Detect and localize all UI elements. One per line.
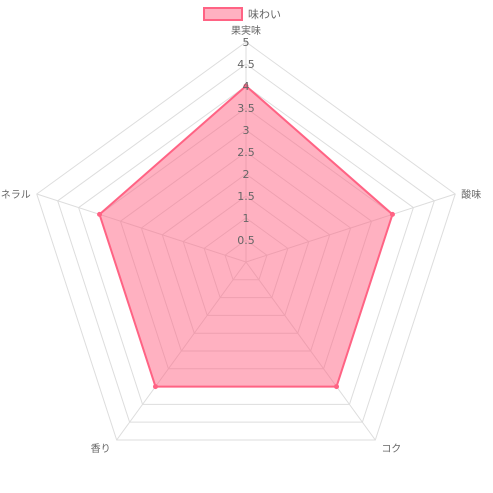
tick-label-7: 4 (243, 80, 250, 93)
data-point-4 (97, 211, 103, 217)
axis-label-2: コク (381, 443, 401, 455)
legend-swatch (203, 7, 243, 21)
series-area-0 (98, 85, 394, 388)
grid-ring-8 (57, 63, 435, 423)
tick-labels: 0.5 1 1.5 2 2.5 3 3.5 4 4.5 5 (237, 36, 255, 247)
tick-label-0: 0.5 (237, 234, 255, 247)
grid-ring-9 (36, 41, 456, 441)
data-point-0 (243, 83, 249, 89)
data-point-1 (389, 211, 395, 217)
axis-label-4: ミネラル (0, 189, 31, 201)
tick-label-4: 2.5 (237, 146, 255, 159)
tick-label-6: 3.5 (237, 102, 255, 115)
data-layer (97, 83, 395, 390)
grid-ring-7 (78, 85, 414, 405)
axis-label-3: 香り (91, 443, 111, 455)
data-point-3 (152, 384, 158, 390)
tick-label-1: 1 (243, 212, 250, 225)
tick-label-3: 2 (243, 168, 250, 181)
tick-label-8: 4.5 (237, 58, 255, 71)
tick-label-5: 3 (243, 124, 250, 137)
tick-label-9: 5 (243, 36, 250, 49)
legend: 味わい (203, 7, 281, 21)
data-point-2 (334, 384, 340, 390)
tick-label-2: 1.5 (237, 190, 255, 203)
axis-label-1: 酸味 (461, 188, 481, 201)
axis-label-0: 果実味 (231, 24, 261, 37)
legend-label: 味わい (248, 8, 281, 21)
